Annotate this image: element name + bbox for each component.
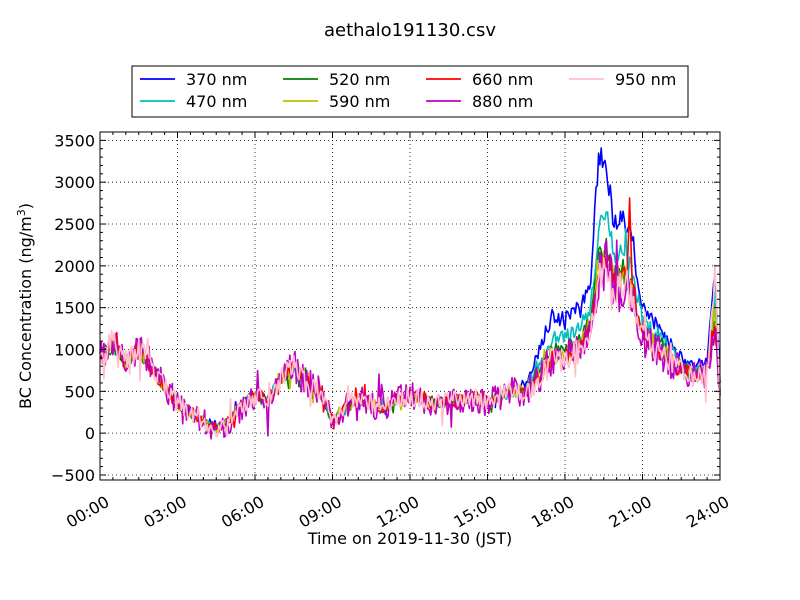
x-tick-label: 09:00 xyxy=(295,492,344,532)
y-tick-label: 3500 xyxy=(54,131,95,150)
legend-box xyxy=(131,65,689,118)
x-tick-label: 03:00 xyxy=(140,492,189,532)
series-line-950-nm xyxy=(99,257,721,438)
grid-lines xyxy=(100,132,720,480)
y-axis-label: BC Concentration (ng/m3) xyxy=(15,203,36,409)
x-tick-label: 06:00 xyxy=(218,492,267,532)
series-line-880-nm xyxy=(99,239,721,440)
x-tick-label: 12:00 xyxy=(373,492,422,532)
axis-ticks xyxy=(99,132,721,480)
y-tick-label: 500 xyxy=(64,382,95,401)
legend-label: 660 nm xyxy=(472,70,533,89)
y-tick-label: 2000 xyxy=(54,257,95,276)
legend-label: 470 nm xyxy=(186,92,247,111)
x-axis-label: Time on 2019-11-30 (JST) xyxy=(307,529,512,548)
y-tick-label: 0 xyxy=(85,424,95,443)
y-tick-label: 1500 xyxy=(54,299,95,318)
chart-title: aethalo191130.csv xyxy=(324,20,496,41)
y-tick-labels: −500 0 500 1000 1500 2000 2500 3000 3500 xyxy=(51,131,95,485)
y-tick-label: −500 xyxy=(51,466,95,485)
legend-label: 880 nm xyxy=(472,92,533,111)
series-layer xyxy=(99,147,721,440)
x-tick-label: 24:00 xyxy=(683,492,732,532)
x-tick-label: 00:00 xyxy=(63,492,112,532)
y-tick-label: 3000 xyxy=(54,173,95,192)
legend-label: 520 nm xyxy=(329,70,390,89)
y-tick-label: 1000 xyxy=(54,341,95,360)
y-axis-label-superscript: 3 xyxy=(15,209,28,216)
y-axis-label-end: ) xyxy=(16,203,35,209)
legend-label: 370 nm xyxy=(186,70,247,89)
x-tick-label: 15:00 xyxy=(450,492,499,532)
y-tick-label: 2500 xyxy=(54,215,95,234)
x-tick-label: 21:00 xyxy=(605,492,654,532)
legend: 370 nm 470 nm 520 nm 590 nm 660 nm 880 nm 950 … xyxy=(131,65,689,118)
x-tick-label: 18:00 xyxy=(528,492,577,532)
x-tick-labels: 00:00 03:00 06:00 09:00 12:00 15:00 18:00 21:00… xyxy=(63,492,732,532)
y-axis-label-main: BC Concentration (ng/m xyxy=(16,216,35,409)
legend-label: 590 nm xyxy=(329,92,390,111)
legend-label: 950 nm xyxy=(615,70,676,89)
